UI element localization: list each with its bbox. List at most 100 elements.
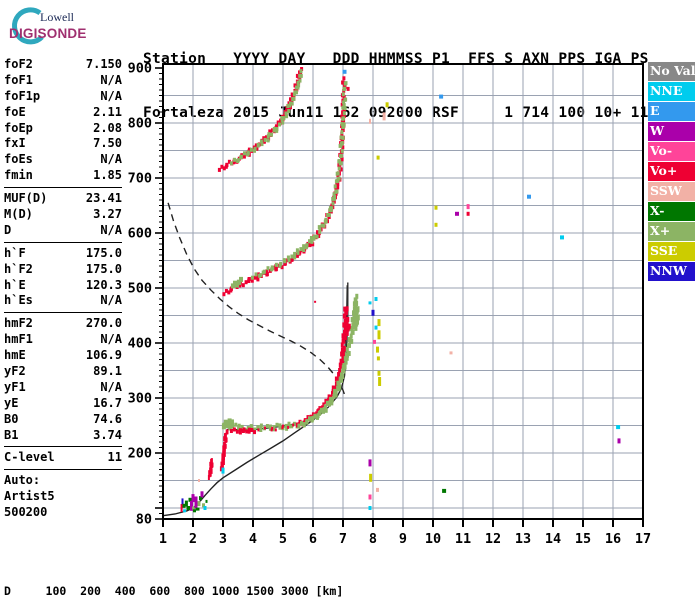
svg-text:900: 900 (128, 61, 152, 77)
logo-arc-icon (12, 7, 44, 45)
legend-item-x+: X+ (648, 222, 695, 241)
param-row-B1: B1 3.74 (4, 428, 122, 444)
trace-F1-O-flat (229, 427, 256, 435)
svg-text:16: 16 (605, 531, 621, 547)
panel-divider (4, 469, 122, 471)
param-row-foF2: foF2 7.150 (4, 57, 122, 73)
param-row-h`Es: h`Es N/A (4, 293, 122, 309)
legend-item-w: W (648, 122, 695, 141)
lowell-digisonde-logo: Lowell DIGISONDE (4, 4, 114, 52)
param-row-foEs: foEs N/A (4, 152, 122, 168)
chart-curves (162, 202, 349, 517)
svg-text:17: 17 (635, 531, 651, 547)
param-value: 2.11 (93, 104, 122, 119)
param-value: N/A (100, 293, 122, 308)
svg-text:11: 11 (455, 531, 471, 547)
param-row-yF2: yF2 89.1 (4, 364, 122, 380)
trace-F1-X-lead-blob (221, 418, 234, 430)
svg-text:5: 5 (279, 531, 287, 547)
param-label: foF2 (4, 57, 33, 71)
param-value: N/A (100, 88, 122, 103)
param-label: yF1 (4, 379, 26, 394)
svg-text:9: 9 (399, 531, 407, 547)
legend-item-sse: SSE (648, 242, 695, 261)
param-row-D: D N/A (4, 223, 122, 239)
trace-F2hop-O (222, 76, 347, 297)
panel-divider (4, 241, 122, 243)
param-row-hmE: hmE 106.9 (4, 348, 122, 364)
panel-divider (4, 187, 122, 189)
param-value: 7.150 (85, 57, 122, 71)
param-label: foF1 (4, 72, 33, 87)
trace-F1-O-flat-sparse (257, 423, 295, 432)
trace-F2hop-X-blob (230, 276, 243, 289)
trace-F2hop-X-asym (354, 306, 360, 331)
svg-text:700: 700 (128, 171, 152, 187)
logo-lowell-text: Lowell (40, 10, 74, 24)
param-row-C-level: C-level 11 (4, 450, 122, 466)
svg-text:12: 12 (485, 531, 501, 547)
trace-F1-X-rise (297, 293, 359, 429)
param-value: 270.0 (85, 316, 122, 331)
chart-gridlines (163, 64, 643, 519)
param-value: 3.74 (93, 427, 122, 442)
svg-text:3: 3 (219, 531, 227, 547)
svg-text:300: 300 (128, 391, 152, 407)
param-label: D (4, 222, 12, 237)
svg-text:2: 2 (189, 531, 197, 547)
trace-F3hop-O (217, 67, 304, 172)
param-row-foE: foE 2.11 (4, 105, 122, 121)
param-row-B0: B0 74.6 (4, 412, 122, 428)
trace-F3hop-X (229, 69, 303, 166)
param-row-h`F2: h`F2 175.0 (4, 262, 122, 278)
param-value: 120.3 (85, 277, 122, 292)
param-label: foEs (4, 152, 33, 167)
param-label: h`F2 (4, 261, 33, 276)
param-row-hmF1: hmF1 N/A (4, 332, 122, 348)
param-row-fmin: fmin 1.85 (4, 168, 122, 184)
param-label: yE (4, 395, 19, 410)
param-label: foE (4, 104, 26, 119)
svg-text:10: 10 (425, 531, 441, 547)
svg-text:8: 8 (369, 531, 377, 547)
param-value: 11 (107, 450, 122, 465)
param-value: 1.85 (93, 168, 122, 183)
param-label: yF2 (4, 364, 26, 379)
param-value: 16.7 (93, 395, 122, 410)
legend-item-vo+: Vo+ (648, 162, 695, 181)
legend-item-ssw: SSW (648, 182, 695, 201)
muf-transmission-curve (167, 202, 347, 398)
param-value: 23.41 (85, 191, 122, 206)
param-value: 106.9 (85, 348, 122, 363)
param-value: N/A (100, 379, 122, 394)
param-row-foF1: foF1 N/A (4, 73, 122, 89)
param-label: M(D) (4, 207, 33, 222)
param-row-MUF(D): MUF(D) 23.41 (4, 191, 122, 207)
param-row-fxI: fxI 7.50 (4, 136, 122, 152)
param-label: B0 (4, 411, 19, 426)
param-label: fxI (4, 136, 26, 151)
svg-text:13: 13 (515, 531, 531, 547)
param-value: N/A (100, 222, 122, 237)
panel-divider (4, 446, 122, 448)
param-label: h`Es (4, 293, 33, 308)
param-value: N/A (100, 72, 122, 87)
hF-overlay (226, 285, 348, 431)
svg-text:6: 6 (309, 531, 317, 547)
param-label: foF1p (4, 88, 41, 103)
trace-F2hop-O-asym (345, 316, 351, 336)
legend-item-nne: NNE (648, 82, 695, 101)
param-value: 3.27 (93, 207, 122, 222)
panel-footer-line: Auto: (4, 473, 41, 488)
param-label: hmE (4, 348, 26, 363)
svg-text:800: 800 (128, 116, 152, 132)
param-value: 74.6 (93, 411, 122, 426)
svg-text:4: 4 (249, 531, 257, 547)
param-row-yF1: yF1 N/A (4, 380, 122, 396)
param-label: hmF2 (4, 316, 33, 331)
panel-divider (4, 312, 122, 314)
param-label: B1 (4, 427, 19, 442)
param-label: hmF1 (4, 332, 33, 347)
